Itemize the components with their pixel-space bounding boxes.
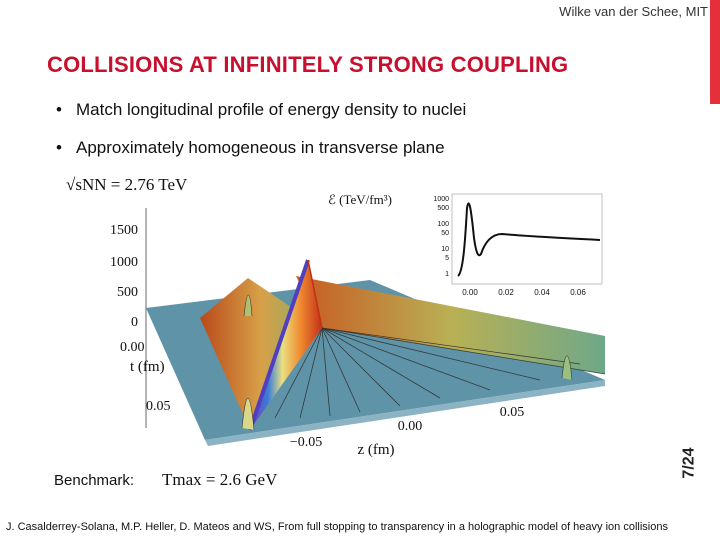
surface-plot <box>146 259 606 446</box>
slide-title: COLLISIONS AT INFINITELY STRONG COUPLING <box>47 52 569 77</box>
inset-x-tick: 0.04 <box>534 288 550 297</box>
inset-plot: ℰ (TeV/fm³) 1000 500 100 50 10 5 1 0.00 … <box>328 192 603 297</box>
bullet-list: • Match longitudinal profile of energy de… <box>56 98 466 174</box>
z-tick: 0.00 <box>398 419 423 434</box>
time-axis-label: t (fm) <box>130 359 165 375</box>
inset-y-tick: 500 <box>437 205 449 212</box>
reference-citation: J. Casalderrey-Solana, M.P. Heller, D. M… <box>6 521 668 533</box>
inset-y-tick: 50 <box>441 230 449 237</box>
inset-x-tick: 0.00 <box>462 288 478 297</box>
energy-tick: 1500 <box>110 223 138 238</box>
bullet-text: Match longitudinal profile of energy den… <box>76 100 467 119</box>
author-label: Wilke van der Schee, MIT <box>559 4 708 19</box>
bullet-dot-icon: • <box>56 138 62 157</box>
time-tick: 0.05 <box>146 399 171 414</box>
bullet-item: • Match longitudinal profile of energy de… <box>56 98 466 136</box>
benchmark-label: Benchmark: <box>54 472 135 489</box>
inset-curve <box>457 202 601 277</box>
time-tick: 0.00 <box>120 340 145 355</box>
inset-y-ticks: 1000 500 100 50 10 5 1 <box>433 196 449 278</box>
slide-number-box: 7/24 <box>681 426 718 498</box>
energy-tick: 500 <box>117 285 138 300</box>
inset-x-tick: 0.06 <box>570 288 586 297</box>
z-axis: −0.05 0.00 0.05 z (fm) <box>290 405 524 458</box>
ridge-main <box>250 260 322 430</box>
ridge-fan <box>296 276 605 374</box>
energy-density-figure: √sNN = 2.76 TeV ℰ (TeV/fm³) 1000 500 100… <box>66 175 606 458</box>
inset-label: ℰ (TeV/fm³) <box>328 192 392 207</box>
energy-axis: 1500 1000 500 0 <box>110 208 147 428</box>
inset-y-tick: 1 <box>445 271 449 278</box>
energy-label: √sNN = 2.76 TeV <box>66 175 188 194</box>
bullet-dot-icon: • <box>56 100 62 119</box>
slide-number: 7/24 <box>680 447 698 479</box>
inset-y-tick: 1000 <box>433 196 449 203</box>
inset-y-tick: 5 <box>445 255 449 262</box>
energy-tick: 1000 <box>110 255 138 270</box>
bullet-item: • Approximately homogeneous in transverse… <box>56 136 466 174</box>
z-tick: −0.05 <box>290 435 322 450</box>
inset-x-ticks: 0.00 0.02 0.04 0.06 <box>462 288 586 297</box>
energy-tick: 0 <box>131 315 138 330</box>
accent-bar <box>710 0 720 104</box>
inset-y-tick: 10 <box>441 246 449 253</box>
benchmark-formula: Tmax = 2.6 GeV <box>162 470 278 489</box>
time-axis: 0.00 t (fm) 0.05 <box>120 340 171 414</box>
inset-y-tick: 100 <box>437 221 449 228</box>
z-axis-label: z (fm) <box>357 442 394 458</box>
bullet-text: Approximately homogeneous in transverse … <box>76 138 445 157</box>
inset-x-tick: 0.02 <box>498 288 514 297</box>
z-tick: 0.05 <box>500 405 525 420</box>
